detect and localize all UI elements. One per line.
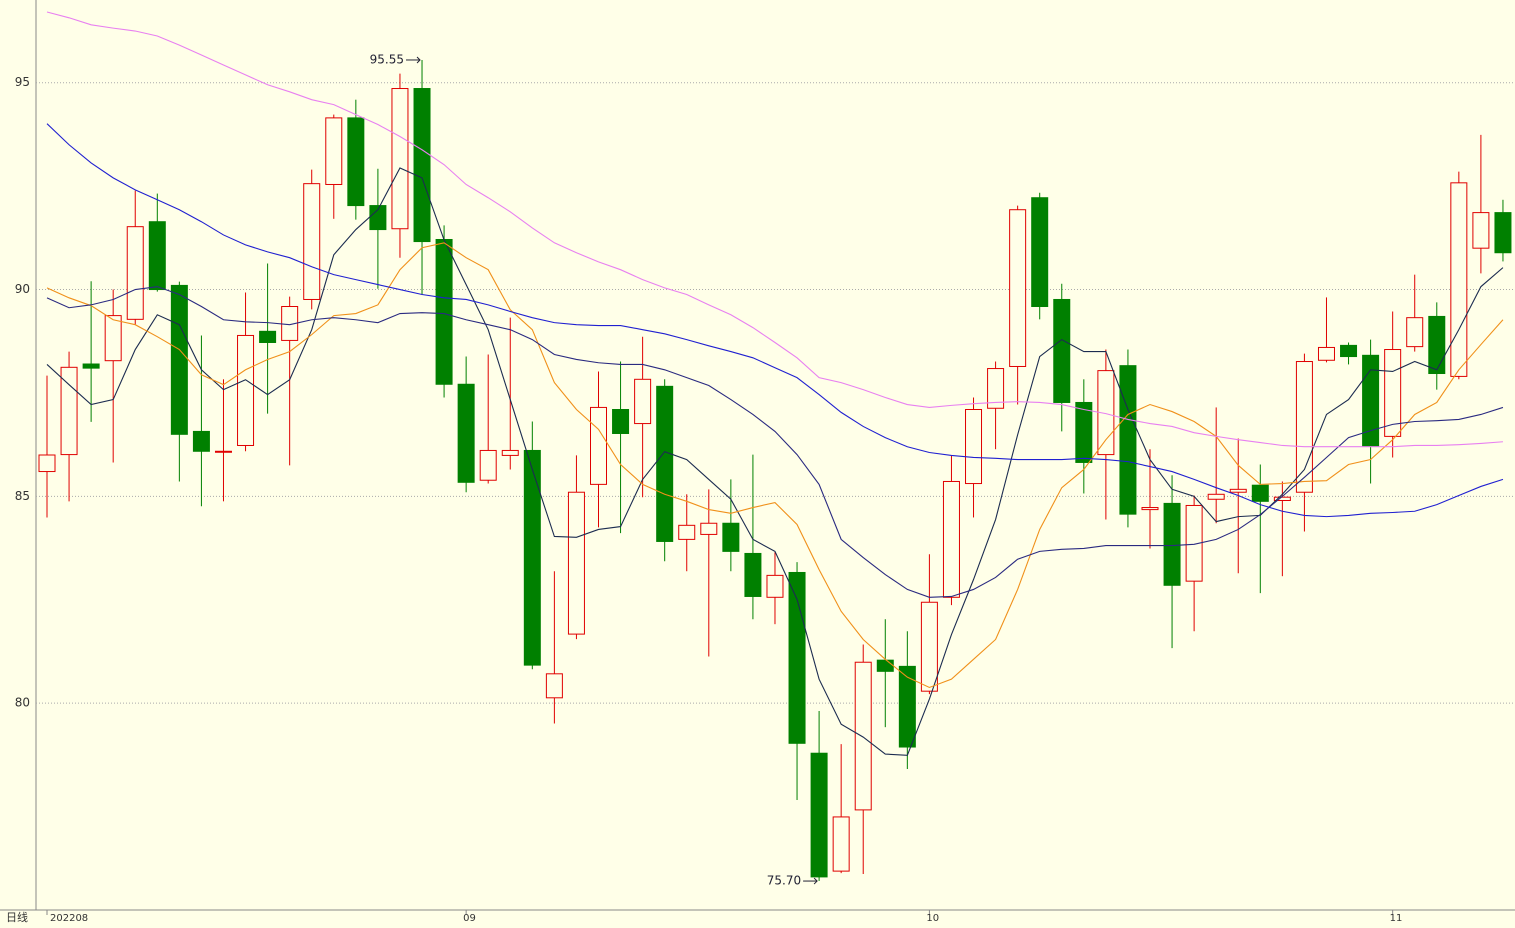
candle-body xyxy=(303,183,321,300)
x-tick-label: 10 xyxy=(926,913,939,924)
annotation-arrowhead xyxy=(813,877,818,885)
x-tick-label: 09 xyxy=(463,913,476,924)
candle-body xyxy=(1317,346,1335,361)
candle-body xyxy=(192,430,210,452)
candle-body xyxy=(1450,182,1468,377)
moving-average xyxy=(46,11,1504,448)
candle-body xyxy=(766,574,784,598)
moving-average xyxy=(46,242,1504,689)
moving-average xyxy=(46,286,1504,598)
annotation-arrowhead xyxy=(416,56,421,64)
candle-body xyxy=(1141,507,1159,511)
candle-body xyxy=(722,522,740,552)
candle-body xyxy=(1031,197,1049,308)
candle-body xyxy=(259,330,277,343)
candle-body xyxy=(1119,365,1137,515)
y-tick-label: 95 xyxy=(15,75,30,89)
candle-body xyxy=(700,522,718,535)
candle-body xyxy=(810,752,828,878)
candle-body xyxy=(656,385,674,542)
x-tick-label: 11 xyxy=(1390,913,1403,924)
candle-body xyxy=(987,368,1005,409)
candle-body xyxy=(1428,315,1446,375)
candle-body xyxy=(325,117,343,185)
candle-body xyxy=(876,659,894,672)
candle-body xyxy=(590,406,607,485)
moving-average xyxy=(46,167,1504,756)
candle-body xyxy=(1273,496,1291,502)
candle-body xyxy=(1009,209,1027,367)
candle-body xyxy=(126,226,144,320)
y-tick-label: 90 xyxy=(15,282,30,296)
candle-body xyxy=(82,363,100,369)
candle-body xyxy=(435,238,453,385)
candle-body xyxy=(1053,298,1071,403)
candle-body xyxy=(347,117,365,207)
candle-body xyxy=(634,378,652,425)
candle-body xyxy=(567,491,585,635)
candle-body xyxy=(1494,212,1512,254)
candle-body xyxy=(744,552,762,597)
candle-body xyxy=(523,449,541,666)
candle-body xyxy=(854,661,872,811)
candle-body xyxy=(832,816,850,872)
candle-body xyxy=(457,383,475,483)
candle-body xyxy=(214,450,232,453)
moving-average xyxy=(46,123,1504,518)
x-tick-label: 202208 xyxy=(50,913,88,924)
candle-body xyxy=(237,334,255,446)
candle-body xyxy=(545,673,563,699)
candle-body xyxy=(1163,502,1181,586)
candle-body xyxy=(170,284,188,435)
annotation-label: 75.70 xyxy=(767,874,801,888)
candle-body xyxy=(678,524,696,540)
candle-body xyxy=(1075,401,1093,463)
candle-body xyxy=(391,88,409,230)
candle-body xyxy=(898,665,916,748)
y-tick-label: 85 xyxy=(15,489,30,503)
candle-body xyxy=(1472,212,1490,249)
candle-body xyxy=(1406,317,1424,348)
y-tick-label: 80 xyxy=(15,696,30,710)
candle-body xyxy=(1251,484,1269,502)
candle-body xyxy=(60,366,78,456)
candle-body xyxy=(413,88,431,243)
candle-body xyxy=(920,601,938,692)
candle-body xyxy=(942,480,960,598)
candle-body xyxy=(1207,493,1225,500)
candle-body xyxy=(965,409,983,485)
candle-body xyxy=(501,449,519,456)
candle-body xyxy=(104,315,122,362)
period-label: 日线 xyxy=(6,910,28,924)
candle-body xyxy=(612,409,630,434)
candle-body xyxy=(148,221,166,291)
candle-body xyxy=(1340,344,1358,358)
candle-body xyxy=(1229,488,1247,493)
candle-body xyxy=(38,454,56,473)
candle-body xyxy=(479,449,497,481)
candle-body xyxy=(1185,504,1203,582)
annotation-label: 95.55 xyxy=(370,52,404,66)
